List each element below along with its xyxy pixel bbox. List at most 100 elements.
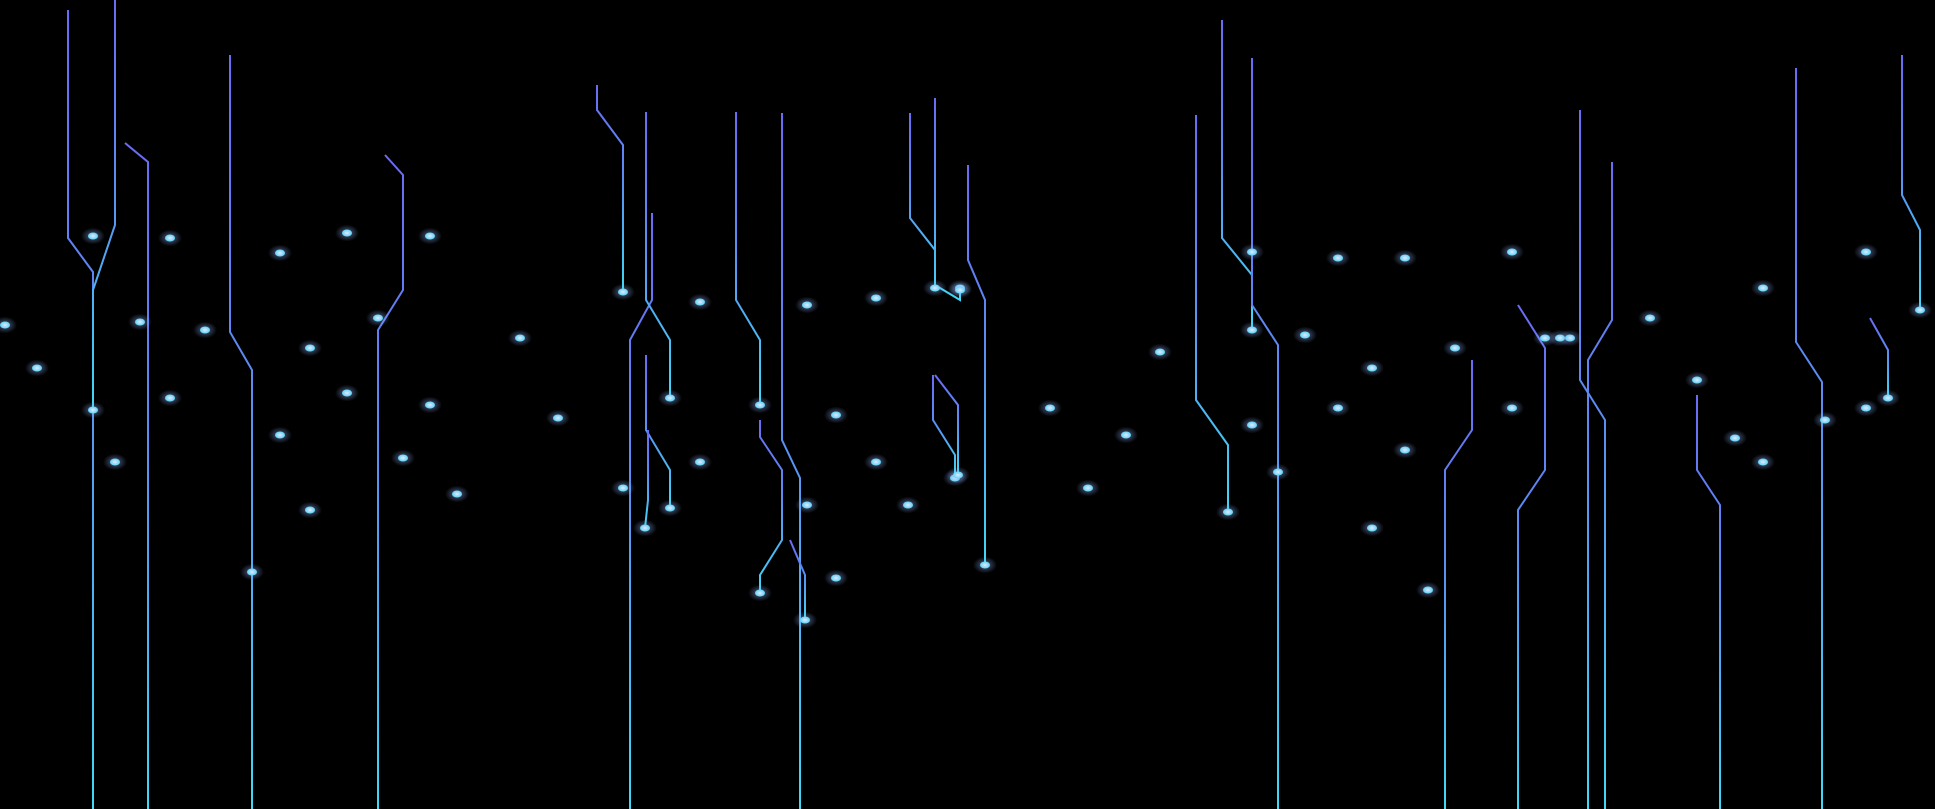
circuit-trace-line (124, 142, 149, 809)
trace-endpoint-dot (802, 301, 812, 309)
trace-endpoint-dot (88, 232, 98, 240)
trace-endpoint-dot (342, 389, 352, 397)
trace-endpoint-dot (1507, 404, 1517, 412)
trace-endpoint-dot (1400, 446, 1410, 454)
trace-endpoint-dot (452, 490, 462, 498)
trace-endpoint-dot (618, 484, 628, 492)
trace-endpoint-dot (373, 314, 383, 322)
trace-endpoint-dot (831, 411, 841, 419)
trace-endpoint-dots-group (0, 224, 1932, 629)
trace-endpoint-dot (305, 344, 315, 352)
trace-endpoint-dot (1083, 484, 1093, 492)
trace-endpoint-dot (1273, 468, 1283, 476)
trace-endpoint-dot (1155, 348, 1165, 356)
trace-endpoint-dot (640, 524, 650, 532)
trace-endpoint-dot (1367, 364, 1377, 372)
circuit-trace-line (1517, 304, 1546, 809)
trace-endpoint-dot (0, 321, 10, 329)
trace-endpoint-dot (398, 454, 408, 462)
trace-endpoint-dot (1045, 404, 1055, 412)
trace-endpoint-dot (553, 414, 563, 422)
trace-endpoint-dot (1450, 344, 1460, 352)
trace-endpoint-dot (1423, 586, 1433, 594)
circuit-trace-line (759, 420, 783, 593)
circuit-trace-line (789, 539, 806, 620)
trace-endpoint-dot (275, 249, 285, 257)
trace-endpoint-dot (1300, 331, 1310, 339)
circuit-trace-line (1251, 58, 1279, 809)
trace-endpoint-dot (1915, 306, 1925, 314)
trace-endpoint-dot (1540, 334, 1550, 342)
trace-endpoint-dot (802, 501, 812, 509)
circuit-trace-line (967, 165, 986, 565)
circuit-trace-line (1869, 317, 1889, 398)
circuit-trace-line (909, 113, 936, 288)
circuit-trace-line (629, 213, 653, 809)
circuit-trace-line (1195, 115, 1229, 512)
circuit-trace-line (934, 374, 959, 475)
trace-endpoint-dot (755, 589, 765, 597)
trace-endpoint-dot (831, 574, 841, 582)
trace-endpoint-dot (1820, 416, 1830, 424)
circuit-trace-line (596, 85, 624, 292)
trace-endpoint-dot (871, 294, 881, 302)
circuit-trace-line (1444, 360, 1473, 809)
trace-endpoint-dot (871, 458, 881, 466)
trace-endpoint-dot (1367, 524, 1377, 532)
circuit-trace-line (645, 112, 671, 398)
trace-endpoint-dot (1645, 314, 1655, 322)
trace-endpoint-dot (1758, 458, 1768, 466)
trace-endpoint-dot (1861, 404, 1871, 412)
trace-endpoint-dot (665, 394, 675, 402)
trace-endpoint-dot (618, 288, 628, 296)
circuit-trace-line (1587, 162, 1613, 809)
circuit-trace-line (92, 0, 116, 410)
trace-endpoint-dot (88, 406, 98, 414)
trace-endpoint-dot (930, 284, 940, 292)
trace-endpoint-dot (305, 506, 315, 514)
trace-endpoint-dot (1692, 376, 1702, 384)
trace-endpoint-dot (425, 401, 435, 409)
trace-endpoint-dot (1121, 431, 1131, 439)
trace-endpoint-dot (955, 286, 965, 294)
trace-endpoint-dot (135, 318, 145, 326)
trace-endpoint-dot (32, 364, 42, 372)
trace-endpoint-dot (275, 431, 285, 439)
trace-endpoint-dot (1861, 248, 1871, 256)
trace-endpoint-dot (1247, 326, 1257, 334)
circuit-trace-line (1901, 55, 1921, 310)
trace-endpoint-dot (665, 504, 675, 512)
circuit-trace-line (1579, 110, 1606, 809)
circuit-trace-line (67, 10, 94, 809)
trace-endpoint-dot (695, 458, 705, 466)
trace-endpoint-dot (1247, 248, 1257, 256)
trace-endpoint-dot (1507, 248, 1517, 256)
circuit-trace-line (1795, 68, 1823, 809)
circuit-trace-line (377, 154, 404, 809)
circuit-trace-line (781, 113, 801, 809)
trace-endpoint-dot (755, 401, 765, 409)
trace-endpoint-dot (342, 229, 352, 237)
trace-endpoint-dot (1730, 434, 1740, 442)
trace-endpoint-dot (953, 471, 963, 479)
trace-endpoint-dot (1883, 394, 1893, 402)
trace-endpoint-dot (200, 326, 210, 334)
circuit-trace-line (1221, 20, 1253, 330)
circuit-trace-line (932, 375, 956, 478)
trace-endpoint-dot (1555, 334, 1565, 342)
trace-paths-group (4, 0, 1931, 809)
trace-endpoint-dot (247, 568, 257, 576)
circuit-trace-line (229, 55, 253, 809)
trace-endpoint-dot (903, 501, 913, 509)
trace-endpoint-dot (1223, 508, 1233, 516)
circuit-trace-line (735, 112, 761, 405)
trace-endpoint-dot (1333, 404, 1343, 412)
trace-endpoint-dot (425, 232, 435, 240)
trace-endpoint-dot (1247, 421, 1257, 429)
circuit-trace-line (1696, 395, 1721, 809)
trace-endpoint-dot (165, 394, 175, 402)
trace-endpoint-dot (980, 561, 990, 569)
trace-endpoint-dot (695, 298, 705, 306)
